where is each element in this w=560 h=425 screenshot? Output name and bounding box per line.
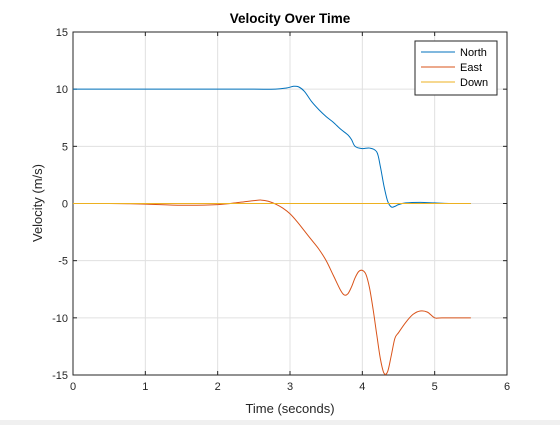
x-tick-label: 0 bbox=[70, 381, 76, 393]
series-line-east bbox=[72, 199, 471, 375]
x-tick-label: 3 bbox=[287, 381, 293, 393]
x-tick-label: 5 bbox=[432, 381, 438, 393]
chart-title: Velocity Over Time bbox=[230, 11, 351, 26]
series-line-north bbox=[73, 85, 471, 208]
y-tick-label: -5 bbox=[58, 256, 68, 268]
ticks: 0 1 2 3 4 5 6 -15 -10 -5 0 5 10 15 bbox=[52, 27, 510, 393]
y-tick-label: 5 bbox=[62, 141, 68, 153]
legend-box bbox=[414, 40, 498, 96]
y-tick-label: 10 bbox=[56, 84, 68, 96]
x-tick-label: 2 bbox=[215, 381, 221, 393]
x-tick-label: 6 bbox=[504, 381, 510, 393]
series-layer bbox=[72, 85, 471, 375]
legend-label-north: North bbox=[460, 47, 487, 59]
legend-label-east: East bbox=[460, 62, 482, 74]
x-tick-label: 1 bbox=[142, 381, 148, 393]
x-tick-label: 4 bbox=[359, 381, 365, 393]
y-tick-label: -10 bbox=[52, 313, 68, 325]
y-tick-label: 0 bbox=[62, 199, 68, 211]
y-axis-label: Velocity (m/s) bbox=[30, 164, 45, 242]
legend-label-down: Down bbox=[460, 77, 488, 89]
y-tick-label: -15 bbox=[52, 370, 68, 382]
y-tick-label: 15 bbox=[56, 27, 68, 39]
x-axis-label: Time (seconds) bbox=[245, 401, 334, 416]
legend: North East Down bbox=[414, 40, 498, 96]
